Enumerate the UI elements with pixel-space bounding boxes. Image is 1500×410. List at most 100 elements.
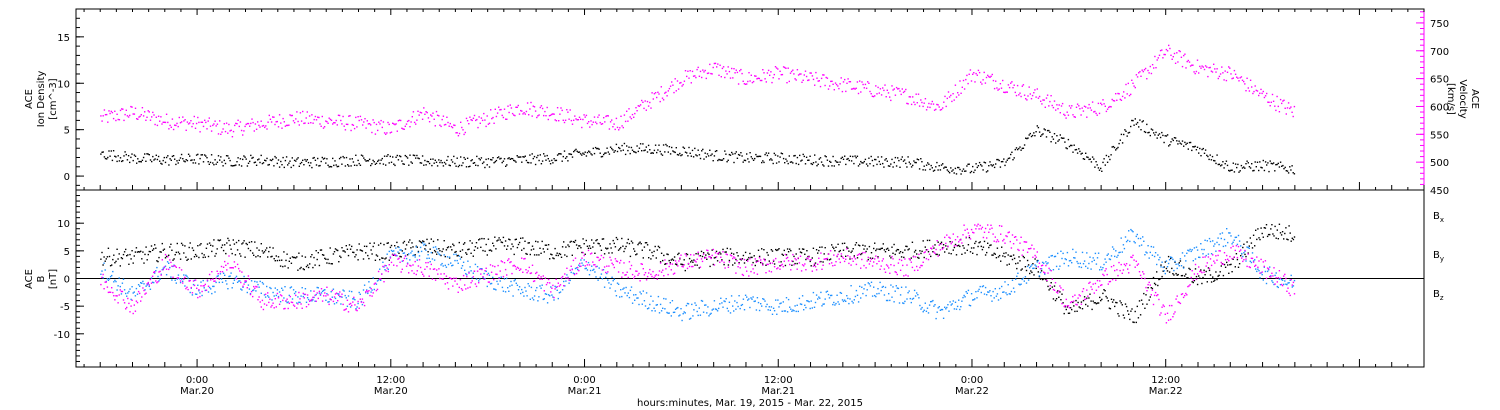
data-point: [1035, 131, 1037, 133]
data-point: [958, 299, 960, 301]
data-point: [572, 259, 575, 262]
data-point: [1172, 258, 1174, 261]
data-point: [531, 245, 534, 247]
data-point: [393, 123, 395, 125]
data-point: [1230, 263, 1232, 266]
data-point: [1270, 162, 1272, 165]
data-point: [631, 149, 634, 151]
data-point: [1179, 260, 1182, 262]
data-point: [360, 301, 363, 303]
data-point: [1275, 164, 1277, 166]
data-point: [1111, 146, 1113, 148]
data-point: [144, 111, 146, 113]
data-point: [840, 77, 842, 79]
data-point: [359, 249, 361, 251]
data-point: [624, 247, 626, 250]
data-point: [100, 273, 102, 275]
data-point: [287, 164, 289, 166]
data-point: [834, 250, 836, 252]
data-point: [1079, 108, 1081, 110]
data-point: [224, 244, 226, 246]
data-point: [910, 257, 912, 259]
data-point: [405, 123, 408, 125]
data-point: [1135, 123, 1138, 125]
data-point: [1173, 269, 1175, 272]
data-point: [953, 172, 955, 174]
data-point: [587, 249, 590, 252]
data-point: [135, 247, 138, 249]
data-point: [533, 254, 536, 256]
data-point: [176, 278, 178, 280]
data-point: [127, 292, 129, 294]
data-point: [180, 153, 183, 156]
data-point: [196, 287, 198, 289]
data-point: [298, 252, 300, 254]
data-point: [516, 106, 518, 108]
data-point: [376, 255, 379, 257]
data-point: [539, 106, 541, 109]
data-point: [405, 257, 408, 260]
data-point: [249, 160, 251, 163]
data-point: [846, 82, 848, 84]
data-point: [484, 250, 486, 252]
data-point: [607, 151, 609, 153]
data-point: [629, 152, 631, 155]
data-point: [922, 311, 924, 313]
data-point: [187, 288, 189, 291]
data-point: [511, 284, 513, 286]
data-point: [1253, 90, 1255, 93]
data-point: [367, 292, 369, 295]
data-point: [469, 116, 471, 118]
data-point: [899, 251, 902, 253]
data-point: [853, 255, 855, 257]
data-point: [260, 120, 262, 122]
data-point: [1016, 148, 1019, 151]
data-point: [119, 109, 122, 112]
data-point: [190, 120, 192, 122]
data-point: [144, 293, 146, 295]
data-point: [299, 267, 301, 270]
data-point: [923, 309, 925, 311]
data-point: [569, 109, 571, 111]
data-point: [117, 258, 119, 260]
data-point: [256, 286, 258, 288]
data-point: [148, 111, 150, 113]
data-point: [822, 261, 824, 263]
data-point: [1134, 242, 1136, 244]
data-point: [732, 153, 734, 155]
data-point: [767, 152, 770, 154]
data-point: [448, 277, 451, 279]
data-point: [1199, 277, 1201, 279]
data-point: [679, 314, 681, 316]
data-point: [225, 155, 228, 157]
data-point: [1057, 108, 1059, 110]
data-point: [525, 252, 527, 255]
data-point: [1034, 135, 1036, 137]
data-point: [1145, 251, 1147, 253]
data-point: [885, 299, 888, 302]
data-point: [514, 160, 516, 162]
data-point: [566, 274, 568, 276]
data-point: [520, 109, 522, 112]
data-point: [1154, 283, 1157, 286]
data-point: [684, 253, 686, 255]
data-point: [1151, 287, 1154, 290]
data-point: [286, 301, 288, 304]
data-point: [776, 313, 778, 315]
data-point: [284, 159, 287, 162]
data-point: [467, 248, 469, 251]
data-point: [143, 283, 145, 285]
data-point: [524, 113, 526, 115]
data-point: [653, 93, 656, 95]
data-point: [741, 155, 743, 157]
data-point: [419, 241, 422, 243]
data-point: [1257, 228, 1259, 230]
data-point: [725, 153, 727, 155]
data-point: [427, 161, 430, 163]
data-point: [493, 279, 495, 281]
data-point: [199, 292, 201, 294]
data-point: [1066, 147, 1068, 150]
data-point: [690, 82, 692, 84]
data-point: [485, 270, 487, 272]
data-point: [1028, 86, 1030, 88]
